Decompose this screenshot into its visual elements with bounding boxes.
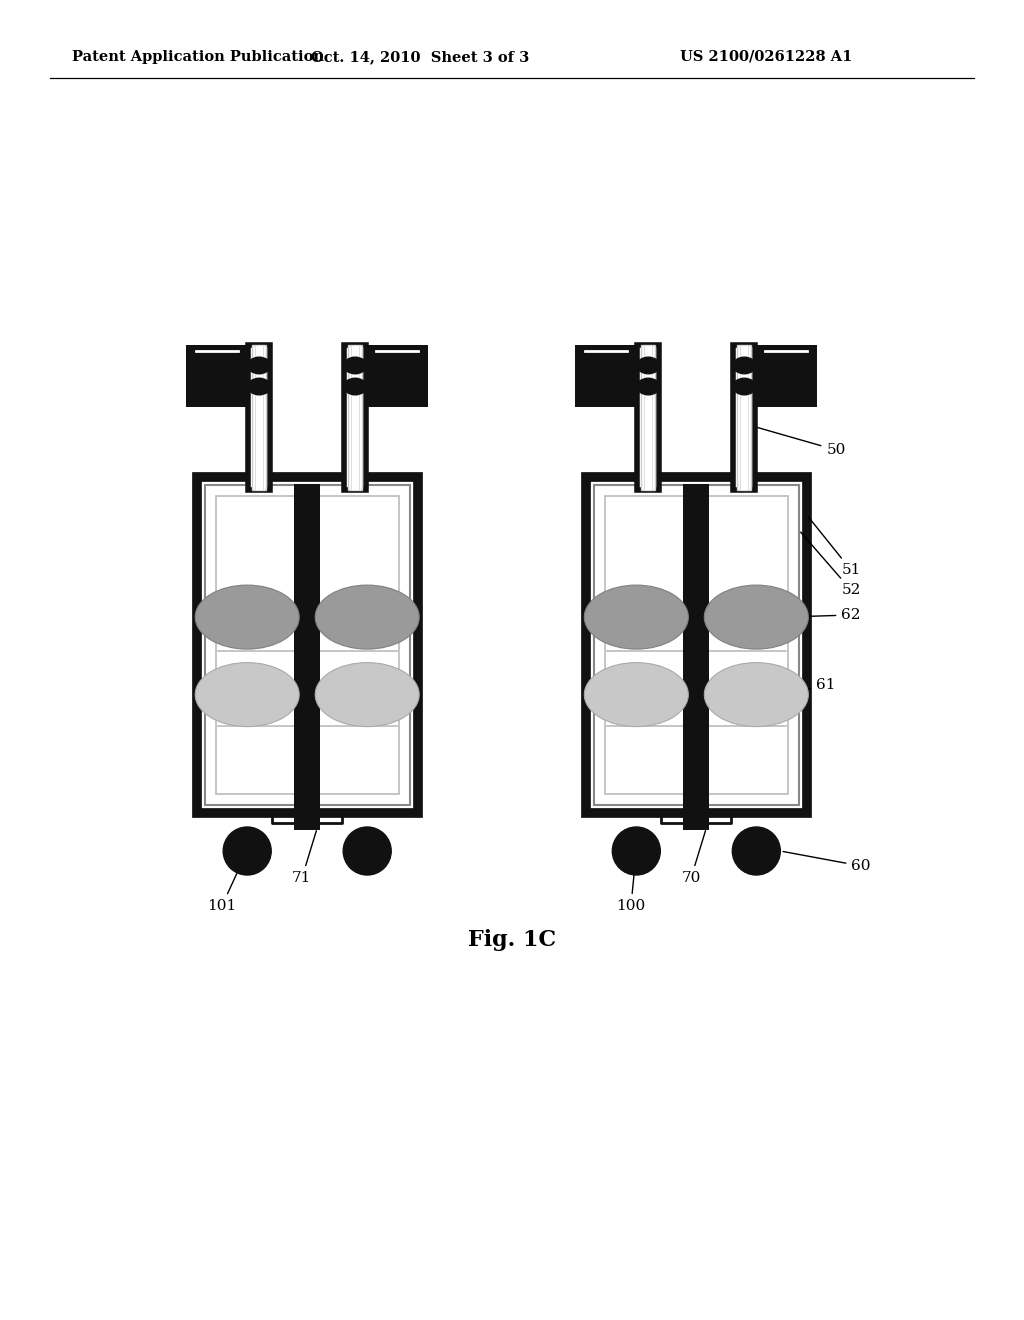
FancyBboxPatch shape (740, 345, 749, 490)
FancyBboxPatch shape (737, 345, 752, 490)
Text: 51: 51 (809, 517, 861, 577)
Ellipse shape (196, 663, 299, 726)
Ellipse shape (315, 663, 419, 726)
Text: Oct. 14, 2010  Sheet 3 of 3: Oct. 14, 2010 Sheet 3 of 3 (311, 50, 529, 63)
Text: 62: 62 (786, 609, 861, 622)
FancyBboxPatch shape (575, 345, 637, 407)
Ellipse shape (636, 378, 660, 396)
FancyBboxPatch shape (733, 345, 756, 490)
Text: 50: 50 (734, 421, 846, 457)
Ellipse shape (343, 378, 368, 396)
Text: 61: 61 (786, 678, 836, 694)
Ellipse shape (585, 663, 688, 726)
FancyBboxPatch shape (644, 345, 652, 490)
Text: 70: 70 (681, 830, 706, 884)
Ellipse shape (732, 378, 757, 396)
Ellipse shape (705, 585, 808, 649)
FancyBboxPatch shape (683, 484, 710, 830)
FancyBboxPatch shape (344, 345, 367, 490)
Circle shape (343, 828, 391, 875)
FancyBboxPatch shape (248, 345, 270, 490)
FancyBboxPatch shape (252, 345, 266, 490)
Ellipse shape (585, 585, 688, 649)
FancyBboxPatch shape (197, 477, 418, 813)
Ellipse shape (732, 356, 757, 375)
Text: 100: 100 (616, 854, 645, 913)
FancyBboxPatch shape (637, 345, 659, 490)
Ellipse shape (247, 378, 271, 396)
FancyBboxPatch shape (756, 345, 817, 407)
Circle shape (223, 828, 271, 875)
Circle shape (732, 828, 780, 875)
Ellipse shape (196, 585, 299, 649)
Text: US 2100/0261228 A1: US 2100/0261228 A1 (680, 50, 852, 63)
Ellipse shape (705, 663, 808, 726)
FancyBboxPatch shape (255, 345, 263, 490)
Text: 101: 101 (207, 854, 246, 913)
Ellipse shape (636, 356, 660, 375)
Ellipse shape (315, 585, 419, 649)
FancyBboxPatch shape (367, 345, 428, 407)
FancyBboxPatch shape (641, 345, 655, 490)
Circle shape (612, 828, 660, 875)
FancyBboxPatch shape (294, 484, 321, 830)
FancyBboxPatch shape (351, 345, 359, 490)
Text: Fig. 1C: Fig. 1C (468, 929, 556, 950)
Text: 52: 52 (801, 532, 861, 597)
Ellipse shape (247, 356, 271, 375)
FancyBboxPatch shape (186, 345, 248, 407)
Text: Patent Application Publication: Patent Application Publication (72, 50, 324, 63)
Ellipse shape (343, 356, 368, 375)
FancyBboxPatch shape (586, 477, 807, 813)
Text: 71: 71 (292, 830, 316, 884)
FancyBboxPatch shape (348, 345, 362, 490)
Text: 60: 60 (783, 851, 870, 873)
